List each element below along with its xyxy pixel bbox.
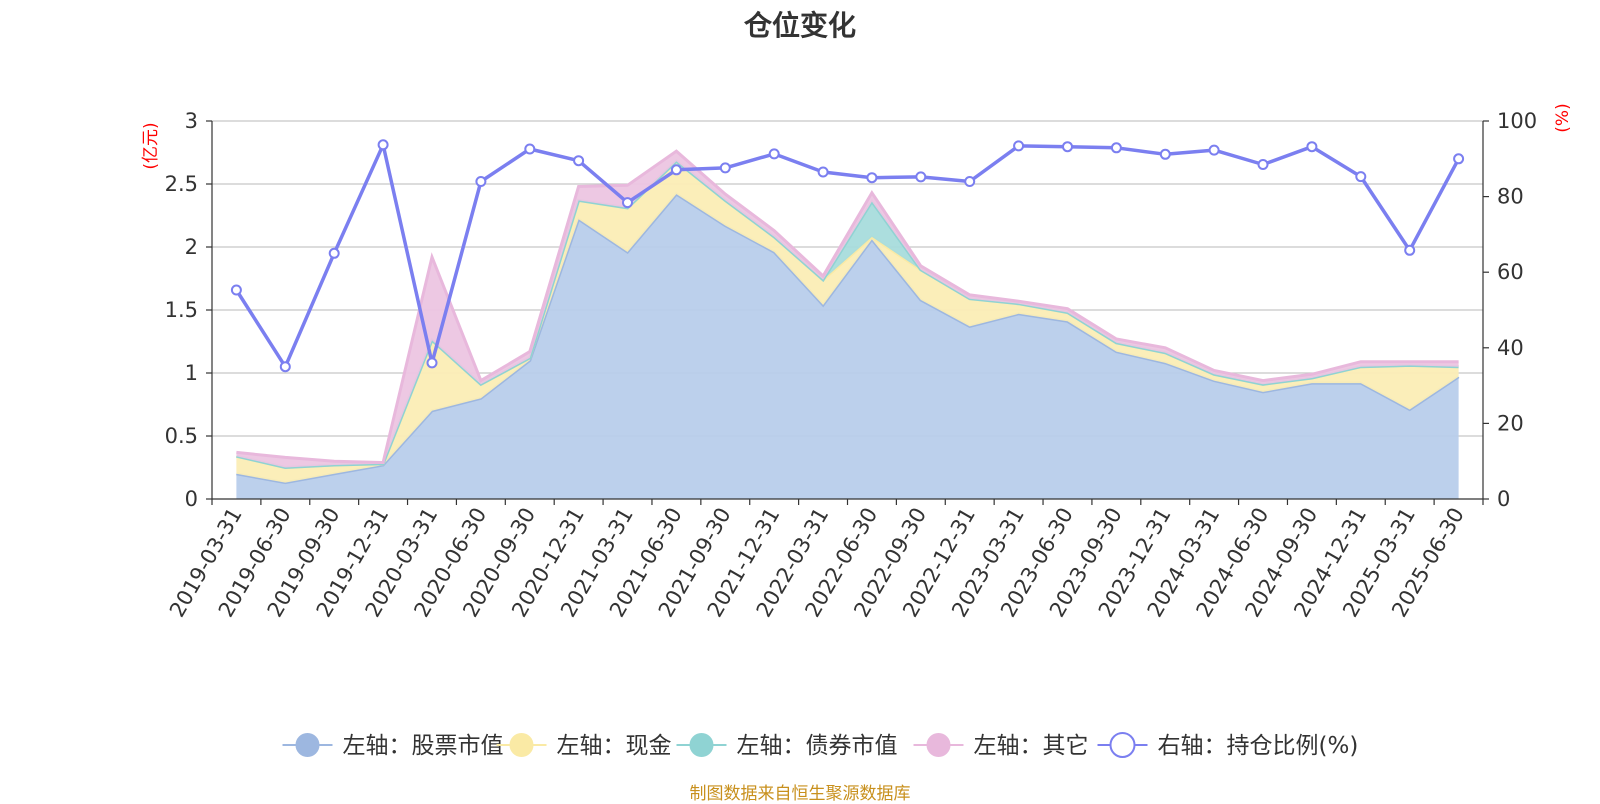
right-tick-label: 40 xyxy=(1497,336,1524,360)
legend-label: 左轴：股票市值 xyxy=(343,733,504,759)
area-edge-stock xyxy=(236,192,1460,485)
ratio-point xyxy=(426,357,438,369)
ratio-point xyxy=(377,139,389,151)
ratio-point xyxy=(1110,142,1122,154)
line-layer xyxy=(230,139,1465,373)
ratio-point xyxy=(524,143,536,155)
ratio-line xyxy=(234,143,1461,369)
ratio-point xyxy=(1306,141,1318,153)
legend-item-cash: 左轴：现金 xyxy=(496,733,672,759)
right-axis-unit: (%) xyxy=(1553,103,1573,132)
area-layer xyxy=(236,149,1460,499)
legend-item-bond: 左轴：债券市值 xyxy=(676,733,898,759)
right-tick-label: 0 xyxy=(1497,487,1510,511)
area-edge-other xyxy=(236,149,1459,465)
ratio-point xyxy=(622,197,633,209)
left-axis-unit: (亿元) xyxy=(141,122,161,169)
ratio-point xyxy=(817,166,829,178)
left-tick-label: 1.5 xyxy=(165,298,198,322)
ratio-point xyxy=(670,164,682,176)
ratio-point xyxy=(915,171,927,183)
ratio-point xyxy=(964,176,976,187)
legend-label: 右轴：持仓比例(%) xyxy=(1158,733,1359,759)
ratio-point xyxy=(1159,148,1171,160)
ratio-point xyxy=(1257,159,1269,170)
right-tick-label: 100 xyxy=(1497,109,1537,133)
legend-item-ratio: 右轴：持仓比例(%) xyxy=(1097,732,1359,759)
legend-item-stock: 左轴：股票市值 xyxy=(282,733,504,759)
ratio-point xyxy=(573,155,585,167)
ratio-point xyxy=(719,162,731,174)
right-tick-label: 80 xyxy=(1497,185,1524,209)
legend-swatch-marker xyxy=(689,733,714,757)
ratio-point xyxy=(1355,171,1367,183)
left-tick-label: 0 xyxy=(185,487,198,511)
ratio-point xyxy=(1404,244,1416,256)
legend-swatch-marker xyxy=(295,733,320,757)
legend-label: 左轴：现金 xyxy=(557,733,672,759)
ratio-point xyxy=(328,247,340,259)
ratio-point xyxy=(866,172,878,184)
ratio-point xyxy=(1453,153,1465,165)
legend: 左轴：股票市值 左轴：现金 左轴：债券市值 左轴：其它 右轴：持仓比例(%) xyxy=(282,732,1359,759)
left-tick-label: 0.5 xyxy=(165,424,198,448)
area-stock xyxy=(236,194,1459,499)
left-tick-label: 3 xyxy=(185,109,198,133)
ratio-point xyxy=(279,361,291,373)
legend-swatch-marker xyxy=(926,733,951,757)
legend-label: 左轴：其它 xyxy=(974,733,1089,759)
ratio-point xyxy=(1208,144,1220,156)
ratio-point xyxy=(475,176,487,187)
ratio-point xyxy=(1062,141,1073,153)
ratio-point xyxy=(1013,140,1025,152)
left-tick-label: 2 xyxy=(185,235,198,259)
right-tick-label: 20 xyxy=(1497,411,1524,435)
legend-item-other: 左轴：其它 xyxy=(913,733,1089,759)
ratio-point xyxy=(230,284,242,296)
legend-swatch-marker xyxy=(509,733,534,757)
source-note: 制图数据来自恒生聚源数据库 xyxy=(689,784,911,804)
left-tick-label: 1 xyxy=(185,361,198,385)
legend-swatch-marker xyxy=(1109,732,1136,758)
legend-label: 左轴：债券市值 xyxy=(737,733,898,759)
chart-title: 仓位变化 xyxy=(743,9,856,42)
right-tick-label: 60 xyxy=(1497,260,1524,284)
ratio-point xyxy=(768,148,780,160)
left-tick-label: 2.5 xyxy=(165,172,198,196)
